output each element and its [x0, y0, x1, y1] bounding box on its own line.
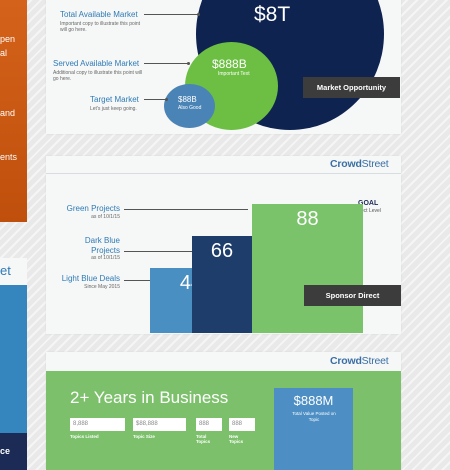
sam-sub: Additional copy to illustrate this point… — [53, 70, 143, 82]
navy-panel: ce — [0, 433, 27, 470]
left-white-card: et ce — [0, 258, 27, 470]
bar-chart: 44 66 88 — [46, 156, 401, 334]
brand-rest: Street — [361, 355, 389, 367]
crowdstreet-logo: CrowdStreet — [330, 355, 389, 367]
blue-panel — [0, 285, 27, 433]
light-blue-leader-line — [124, 280, 150, 281]
dark-blue-leader-line — [124, 251, 192, 252]
business-card: CrowdStreet 2+ Years in Business 8,888 T… — [46, 352, 401, 470]
green-projects-sub: as of 10/1/15 — [91, 214, 120, 220]
green-leader-line — [124, 209, 248, 210]
light-blue-deals-sub: Since May 2015 — [84, 284, 120, 290]
topic-size-field[interactable]: $88,888 — [133, 418, 186, 431]
tm-label: Target Market — [90, 95, 139, 104]
sam-label: Served Available Market — [53, 59, 140, 68]
sam-leader-line — [144, 63, 188, 64]
sam-bubble-value: $888B — [212, 57, 247, 71]
projects-card: CrowdStreet GOAL Project Level Green Pro… — [46, 156, 401, 334]
goal-label: GOAL — [358, 200, 379, 207]
left-card-title: et — [0, 263, 11, 278]
brand-bold: Crowd — [330, 355, 362, 367]
brand-bold: Crowd — [330, 158, 362, 170]
tm-bubble-sub: Also Good — [178, 105, 202, 111]
orange-panel-line: pen — [0, 34, 16, 44]
brand-underline — [46, 173, 401, 174]
market-opportunity-card: $8T $888B Important Text $88B Also Good … — [46, 0, 401, 134]
navy-panel-text: ce — [0, 446, 11, 456]
topics-listed-label: Topics Listed — [70, 434, 99, 439]
bar-dark-blue-projects: 66 — [192, 236, 252, 333]
tm-bubble-value: $88B — [178, 95, 197, 104]
tm-leader-dot — [165, 98, 168, 101]
total-topics-field[interactable]: 888 — [196, 418, 222, 431]
tam-sub: Important copy to illustrate this point … — [60, 21, 141, 33]
orange-panel-line: al — [0, 48, 8, 58]
total-value: $888M — [293, 393, 334, 408]
light-blue-deals-label: Light Blue Deals — [61, 274, 120, 283]
brand-rest: Street — [361, 158, 389, 170]
sponsor-direct-tag: Sponsor Direct — [304, 285, 401, 306]
total-value-label: Total Value Posted on Topic — [292, 411, 336, 422]
market-opportunity-tag: Market Opportunity — [303, 77, 400, 98]
tam-leader-dot — [197, 13, 200, 16]
dark-blue-projects-sub: as of 10/1/15 — [91, 255, 120, 261]
sam-bubble-sub: Important Text — [218, 71, 250, 77]
tam-bubble-value: $8T — [254, 3, 291, 26]
orange-panel-line: and — [0, 108, 16, 118]
green-projects-label: Green Projects — [66, 204, 120, 213]
dark-blue-projects-text: Dark Blue Projects — [84, 236, 120, 255]
new-topics-field[interactable]: 888 — [229, 418, 255, 431]
bar-value-label: 66 — [210, 240, 234, 262]
total-value-box: $888M Total Value Posted on Topic — [274, 388, 353, 470]
orange-panel-line: ents — [0, 152, 18, 162]
tm-sub: Let's just keep going. — [90, 106, 137, 112]
dark-blue-projects-label: Dark Blue Projects — [70, 236, 120, 256]
bar-value-label: 88 — [296, 208, 319, 230]
bar-green-projects: 88 — [252, 204, 363, 333]
crowdstreet-logo: CrowdStreet — [330, 158, 389, 170]
sam-leader-dot — [187, 62, 190, 65]
green-banner: 2+ Years in Business 8,888 Topics Listed… — [46, 371, 401, 470]
new-topics-label: New Topics — [229, 434, 244, 444]
tam-leader-line — [144, 14, 198, 15]
tm-leader-line — [144, 99, 166, 100]
orange-panel: pen al and ents — [0, 0, 27, 222]
topics-listed-field[interactable]: 8,888 — [70, 418, 125, 431]
tm-bubble — [164, 84, 215, 128]
topic-size-label: Topic Size — [133, 434, 155, 439]
tam-label: Total Available Market — [60, 10, 138, 19]
total-topics-label: Total Topics — [196, 434, 211, 444]
business-title: 2+ Years in Business — [70, 388, 229, 407]
goal-sub: Project Level — [352, 208, 381, 214]
